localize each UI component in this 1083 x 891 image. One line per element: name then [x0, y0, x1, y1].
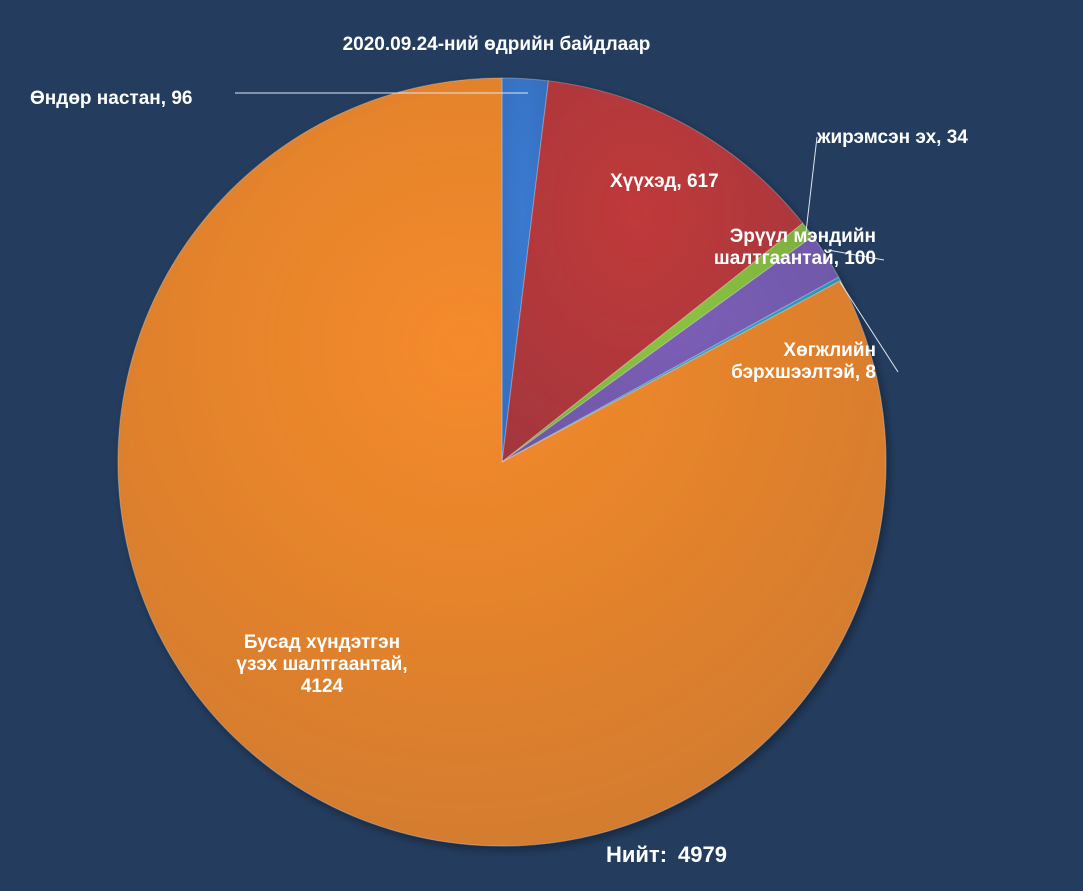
leader-line [827, 249, 885, 261]
pie-slice [501, 80, 804, 464]
slice-label: Эрүүл мэндийн шалтгаантай, 100 [713, 226, 876, 269]
pie-slice [117, 77, 887, 847]
slice-label: жирэмсэн эх, 34 [817, 127, 968, 148]
leader-line [805, 136, 818, 233]
total-label: Нийт: [606, 842, 668, 867]
slice-label: Өндөр настан, 96 [30, 88, 193, 109]
slice-label: Хөгжлийн бэрхшээлтэй, 8 [731, 340, 876, 383]
slice-label: Хүүхэд, 617 [610, 171, 719, 192]
slice-label: Бусад хүндэтгэн үзэх шалтгаантай, 4124 [236, 632, 408, 697]
chart-title: 2020.09.24-ний өдрийн байдлаар [342, 34, 651, 55]
total-value: 4979 [678, 842, 727, 867]
leader-line [839, 281, 899, 373]
